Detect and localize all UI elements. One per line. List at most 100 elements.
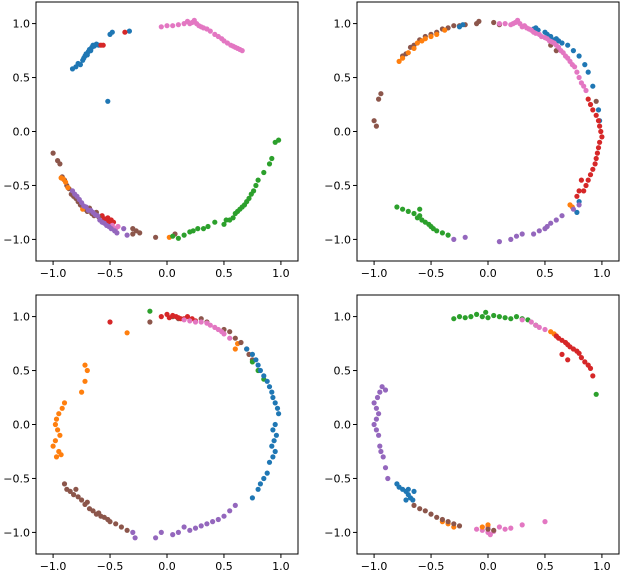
- point-orange: [79, 389, 85, 395]
- point-blue: [264, 378, 270, 384]
- point-blue: [276, 411, 282, 417]
- series-blue: [69, 28, 132, 104]
- point-brown: [451, 521, 457, 527]
- point-green: [483, 309, 489, 315]
- series-orange: [439, 329, 559, 530]
- point-red: [585, 177, 591, 183]
- point-orange: [58, 452, 64, 458]
- point-red: [599, 134, 605, 140]
- y-tick-label: −0.5: [3, 179, 30, 192]
- point-blue: [559, 40, 565, 46]
- point-green: [411, 210, 417, 217]
- point-brown: [153, 234, 159, 240]
- series-pink: [496, 17, 589, 94]
- point-brown: [50, 150, 56, 156]
- point-orange: [479, 524, 485, 530]
- point-green: [400, 206, 406, 212]
- point-purple: [192, 525, 199, 531]
- point-purple: [114, 230, 120, 236]
- point-blue: [255, 486, 261, 492]
- point-green: [276, 137, 282, 143]
- point-red: [582, 359, 588, 365]
- point-green: [195, 226, 201, 232]
- point-red: [122, 29, 128, 35]
- point-pink: [158, 24, 164, 30]
- point-pink: [528, 319, 534, 325]
- point-blue: [264, 470, 270, 476]
- point-blue: [585, 69, 591, 75]
- point-green: [445, 232, 451, 238]
- point-blue: [405, 486, 411, 492]
- point-green: [212, 219, 218, 225]
- point-orange: [82, 378, 88, 384]
- point-purple: [376, 432, 382, 438]
- y-tick-label: 0.0: [13, 419, 31, 432]
- y-tick-label: −0.5: [324, 472, 351, 485]
- point-purple: [187, 527, 193, 533]
- x-tick-label: 0.0: [479, 560, 497, 573]
- y-tick-label: −0.5: [3, 472, 30, 485]
- point-blue: [570, 48, 577, 54]
- point-brown: [434, 514, 440, 520]
- point-orange: [56, 411, 62, 417]
- subplot-bottom-left: −1.0 −0.5 0.0 0.5 1.0 −1.0 −0.5 0.0 0.5 1.0: [3, 294, 299, 573]
- point-blue: [274, 405, 281, 411]
- point-brown: [373, 123, 379, 129]
- x-tick-label: −1.0: [40, 267, 67, 280]
- y-tick-label: 1.0: [13, 18, 31, 31]
- point-pink: [115, 223, 121, 230]
- point-green: [261, 169, 267, 176]
- point-pink: [496, 524, 502, 530]
- point-green: [181, 232, 187, 238]
- point-purple: [377, 443, 383, 449]
- point-blue: [266, 384, 273, 390]
- point-blue: [576, 53, 582, 59]
- point-orange: [53, 454, 60, 460]
- series-orange: [396, 27, 575, 210]
- point-orange: [400, 55, 406, 61]
- point-red: [565, 357, 571, 363]
- point-blue: [410, 497, 416, 503]
- series-purple: [451, 202, 582, 245]
- point-green: [190, 228, 196, 234]
- point-green: [451, 316, 457, 322]
- point-red: [592, 161, 598, 167]
- point-red: [593, 155, 599, 162]
- point-orange: [82, 362, 88, 368]
- point-red: [576, 350, 582, 356]
- point-brown: [593, 98, 599, 104]
- point-red: [598, 128, 604, 135]
- point-brown: [371, 118, 377, 124]
- point-red: [594, 150, 601, 156]
- point-brown: [411, 502, 417, 508]
- point-purple: [513, 233, 520, 239]
- point-brown: [75, 494, 81, 500]
- series-green: [170, 137, 282, 241]
- point-green: [175, 235, 181, 241]
- point-orange: [57, 432, 63, 438]
- point-green: [394, 204, 400, 210]
- point-blue: [272, 400, 278, 406]
- point-green: [269, 155, 275, 162]
- point-purple: [377, 389, 383, 395]
- point-purple: [130, 529, 136, 536]
- point-purple: [451, 236, 457, 242]
- y-tick-label: 0.0: [13, 126, 31, 139]
- point-red: [590, 166, 596, 172]
- point-brown: [107, 519, 113, 525]
- point-blue: [261, 475, 267, 482]
- point-pink: [181, 317, 187, 323]
- point-purple: [175, 529, 181, 536]
- point-brown: [137, 230, 143, 236]
- point-orange: [434, 31, 440, 37]
- point-orange: [52, 421, 59, 428]
- point-brown: [57, 161, 63, 167]
- point-brown: [84, 499, 90, 505]
- point-blue: [460, 22, 466, 28]
- point-red: [559, 351, 565, 357]
- series-blue: [456, 22, 603, 215]
- point-brown: [130, 231, 136, 237]
- x-tick-label: 1.0: [593, 560, 611, 573]
- point-purple: [548, 220, 554, 226]
